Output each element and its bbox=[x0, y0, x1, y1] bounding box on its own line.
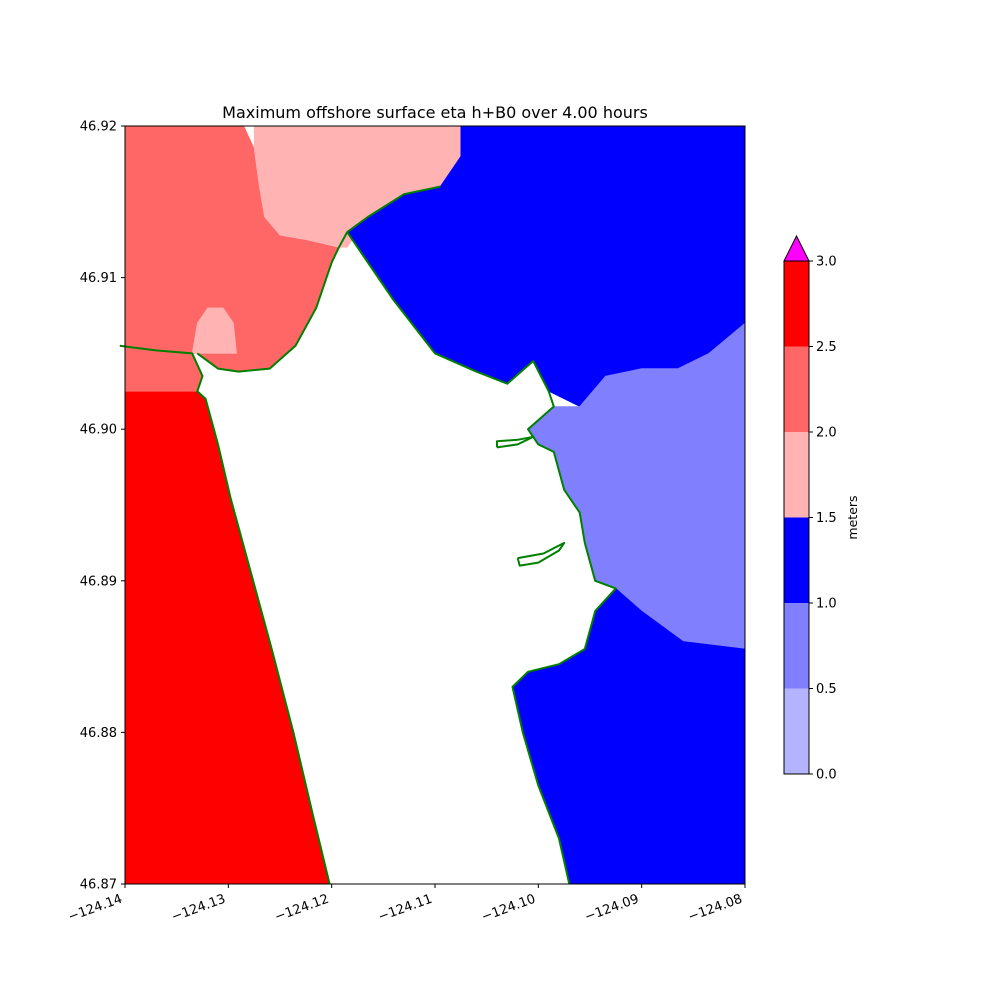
colorbar-swatch bbox=[784, 688, 809, 774]
colorbar: 0.0 0.5 1.0 1.5 2.0 2.5 3.0 meters bbox=[783, 234, 860, 783]
colorbar-swatch bbox=[784, 517, 809, 603]
colorbar-tick-label: 1.5 bbox=[816, 511, 837, 526]
region-3 bbox=[191, 307, 237, 354]
shoreline-segment bbox=[516, 541, 566, 567]
y-tick-label: 46.90 bbox=[80, 423, 117, 438]
colorbar-tick-label: 2.5 bbox=[816, 340, 837, 355]
colorbar-extend-arrow bbox=[783, 234, 810, 262]
shoreline-segment bbox=[496, 435, 535, 449]
shoreline-segment bbox=[119, 344, 331, 885]
colorbar-swatch bbox=[784, 261, 809, 347]
y-tick-label: 46.87 bbox=[80, 878, 117, 893]
colorbar-tick-label: 0.0 bbox=[816, 768, 837, 783]
y-tick-label: 46.89 bbox=[80, 574, 117, 589]
colorbar-tick-label: 3.0 bbox=[816, 255, 837, 270]
shoreline-segment bbox=[346, 231, 617, 885]
colorbar-swatch bbox=[784, 432, 809, 518]
colorbar-tick-label: 2.0 bbox=[816, 426, 837, 441]
y-tick-label: 46.92 bbox=[80, 120, 117, 135]
colorbar-swatch bbox=[784, 603, 809, 689]
plot-area bbox=[119, 125, 746, 885]
colorbar-label: meters bbox=[845, 495, 860, 539]
shoreline-segment bbox=[196, 185, 441, 373]
colorbar-swatch bbox=[784, 346, 809, 432]
y-axis: 46.87 46.88 46.89 46.90 46.91 46.92 bbox=[80, 120, 125, 893]
colorbar-tick-label: 1.0 bbox=[816, 597, 837, 612]
shoreline-layer bbox=[119, 185, 617, 885]
y-tick-label: 46.88 bbox=[80, 726, 117, 741]
y-tick-label: 46.91 bbox=[80, 271, 117, 286]
colorbar-tick-label: 0.5 bbox=[816, 682, 837, 697]
map-title: Maximum offshore surface eta h+B0 over 4… bbox=[222, 103, 648, 122]
